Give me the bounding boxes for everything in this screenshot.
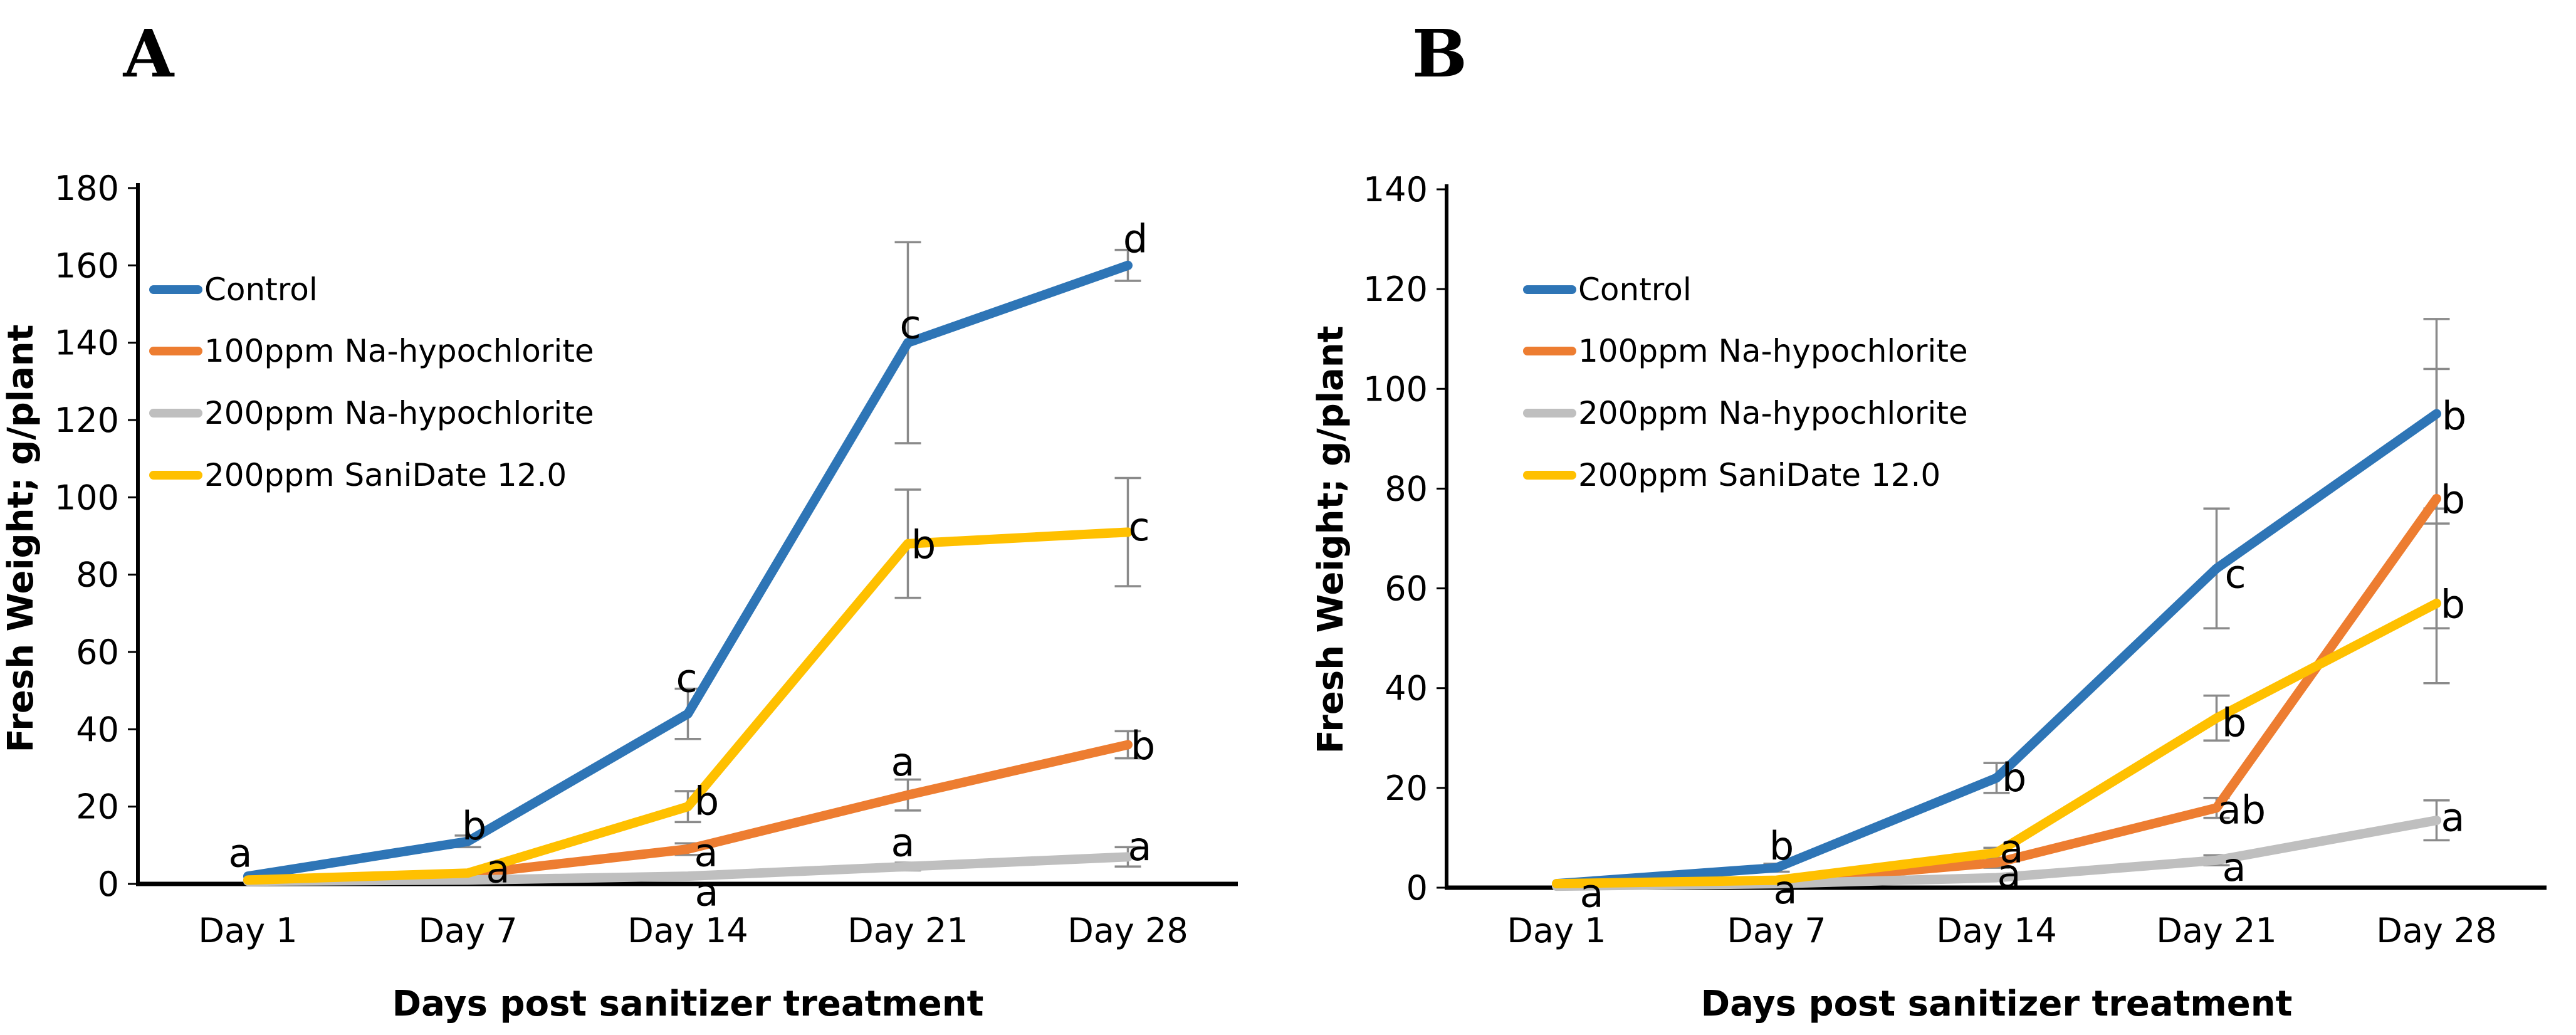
significance-letter: b	[2222, 700, 2246, 745]
significance-letter: a	[1997, 851, 2021, 896]
y-tick-label: 40	[76, 710, 119, 749]
legend-label: Control	[204, 271, 318, 308]
significance-letter: a	[1128, 824, 1152, 870]
x-category-label: Day 28	[2376, 911, 2497, 950]
y-tick-label: 0	[1406, 868, 1428, 908]
legend: Control 100ppm Na-hypochlorite 200ppm Na-h…	[149, 271, 594, 493]
panel-label: B	[1412, 15, 1467, 92]
series-line-200ppm-na-hypochlorite	[243, 852, 1133, 886]
significance-letter: b	[694, 779, 719, 824]
significance-letter: b	[1131, 723, 1155, 769]
significance-letter: a	[695, 870, 719, 915]
y-tick-label: 60	[76, 633, 119, 672]
significance-letter: d	[1123, 216, 1148, 261]
series-line-100ppm-na-hypochlorite	[1552, 493, 2441, 890]
y-tick-label: 20	[1385, 769, 1428, 808]
y-tick-label: 80	[1385, 469, 1428, 508]
significance-letter: b	[462, 803, 486, 849]
series-line-200ppm-sanidate-12-0	[1552, 598, 2441, 889]
x-category-label: Day 14	[627, 911, 748, 950]
y-tick-label: 120	[1363, 270, 1428, 309]
legend-item: 200ppm SaniDate 12.0	[149, 457, 567, 493]
legend-item: 100ppm Na-hypochlorite	[149, 333, 594, 369]
y-tick-label: 120	[55, 401, 119, 440]
y-tick-label: 0	[98, 864, 119, 904]
x-category-label: Day 14	[1936, 911, 2057, 950]
y-tick-label: 160	[55, 246, 119, 285]
legend-label: 200ppm Na-hypochlorite	[1578, 395, 1968, 431]
significance-letter: a	[694, 830, 718, 876]
panel-a-chart: A 0 20 40 60 80 100 120 140 160 180 Day 1 Day 7 Day 1…	[1, 15, 1238, 1024]
significance-letter: b	[1769, 823, 1794, 869]
series-line-control	[1552, 409, 2441, 889]
significance-letter: c	[676, 656, 697, 701]
legend-item: Control	[149, 271, 318, 308]
legend-item: 200ppm Na-hypochlorite	[1523, 395, 1968, 431]
x-category-label: Day 21	[2156, 911, 2277, 950]
legend-item: 100ppm Na-hypochlorite	[1523, 333, 1968, 369]
y-tick-label: 20	[76, 787, 119, 827]
y-tick-label: 180	[55, 169, 119, 208]
y-axis-title: Fresh Weight; g/plant	[1311, 326, 1351, 754]
x-category-label: Day 21	[847, 911, 968, 950]
y-tick-label: 40	[1385, 669, 1428, 708]
significance-letter: b	[911, 522, 936, 567]
significance-letter: a	[486, 846, 510, 892]
x-category-label: Day 7	[418, 911, 517, 950]
significance-letter: a	[229, 831, 253, 876]
x-axis-title: Days post sanitizer treatment	[1701, 984, 2293, 1024]
panel-label: A	[123, 15, 175, 92]
series-line-200ppm-sanidate-12-0	[243, 527, 1133, 885]
y-tick-label: 100	[1363, 369, 1428, 409]
legend-label: 100ppm Na-hypochlorite	[1578, 333, 1968, 369]
legend-label: 100ppm Na-hypochlorite	[204, 333, 594, 369]
y-axis-title: Fresh Weight; g/plant	[1, 325, 41, 753]
significance-letter: a	[891, 819, 915, 865]
x-category-label: Day 1	[1507, 911, 1606, 950]
significance-letter: a	[2441, 795, 2465, 841]
x-category-label: Day 28	[1067, 911, 1188, 950]
significance-letter: ab	[2217, 787, 2266, 833]
y-tick-label: 140	[55, 323, 119, 363]
significance-letter: b	[2442, 393, 2466, 439]
legend-label: 200ppm SaniDate 12.0	[1578, 457, 1940, 493]
significance-letter: a	[1580, 871, 1604, 917]
x-category-label: Day 1	[198, 911, 297, 950]
y-tick-label: 60	[1385, 569, 1428, 609]
legend: Control 100ppm Na-hypochlorite 200ppm Na-h…	[1523, 271, 1968, 493]
significance-letter: a	[1774, 867, 1798, 913]
y-tick-label: 100	[55, 478, 119, 517]
significance-letter: a	[2000, 826, 2024, 871]
significance-letter: c	[899, 302, 921, 348]
panel-b-chart: B 0 20 40 60 80 100 120 140 Day 1 Day 7 Day 14 Day 2…	[1311, 15, 2547, 1024]
series-line-control	[243, 260, 1133, 881]
significance-letter: b	[2441, 581, 2465, 627]
x-axis-title: Days post sanitizer treatment	[392, 984, 984, 1024]
significance-letter: b	[2002, 755, 2026, 801]
legend-item: 200ppm Na-hypochlorite	[149, 395, 594, 431]
significance-letter: a	[891, 739, 915, 785]
legend-label: 200ppm Na-hypochlorite	[204, 395, 594, 431]
significance-letter: a	[2223, 844, 2246, 890]
y-tick-label: 140	[1363, 170, 1428, 209]
significance-letter: c	[2224, 552, 2246, 597]
significance-letter: b	[2441, 476, 2465, 522]
y-tick-label: 80	[76, 555, 119, 595]
legend-item: 200ppm SaniDate 12.0	[1523, 457, 1940, 493]
significance-letter: c	[1128, 504, 1149, 550]
legend-item: Control	[1523, 271, 1692, 308]
legend-label: Control	[1578, 271, 1692, 308]
x-category-label: Day 7	[1727, 911, 1826, 950]
legend-label: 200ppm SaniDate 12.0	[204, 457, 567, 493]
